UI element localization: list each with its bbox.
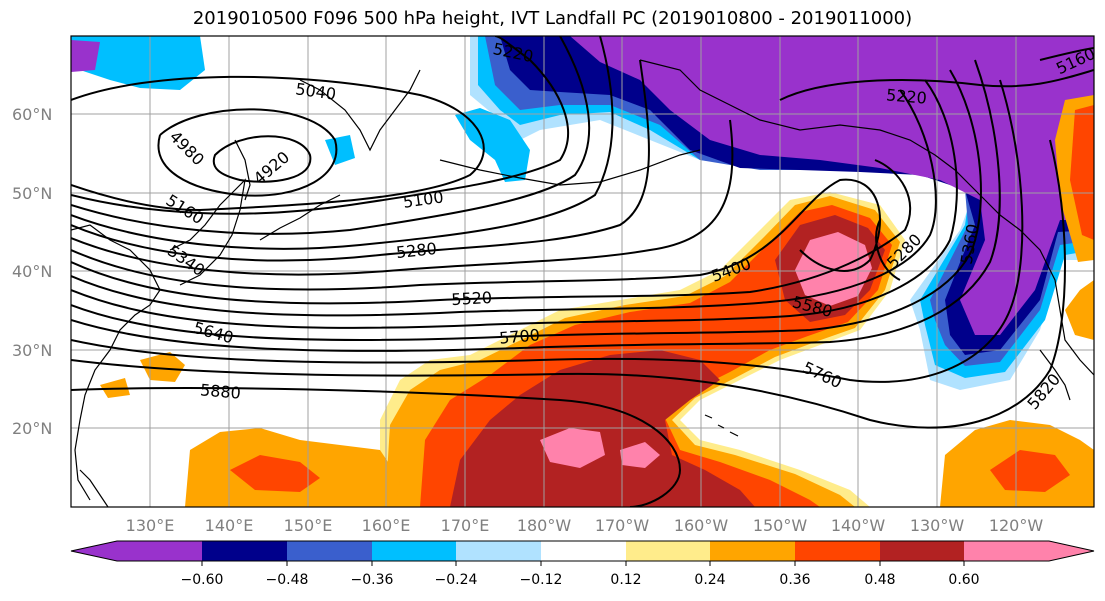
contour-5040	[71, 75, 485, 212]
contour-5640	[71, 69, 982, 342]
pos-extreme-south-region-2	[620, 442, 660, 468]
pos-e-coast-region	[1065, 280, 1094, 340]
coast-alaska	[639, 59, 986, 201]
contour-5340	[71, 119, 734, 276]
contour-5580	[71, 79, 958, 329]
contour-5520	[71, 89, 937, 317]
pos-ne-strong	[1070, 105, 1094, 240]
contour-label: 5880	[199, 380, 241, 402]
lon-label: 160°W	[674, 516, 729, 535]
colorbar-segment	[541, 541, 626, 561]
colorbar-segment	[117, 541, 202, 561]
contour-5760	[71, 79, 1024, 383]
lon-label: 130°E	[126, 516, 175, 535]
neg-kamchatka-blob	[325, 135, 355, 165]
lon-label: 130°W	[910, 516, 965, 535]
colorbar-segment	[880, 541, 964, 561]
colorbar-segment	[964, 541, 1049, 561]
map-frame	[70, 35, 1095, 508]
contour-5220	[71, 36, 614, 250]
colorbar-tick-label: 0.60	[948, 572, 979, 588]
contour-label: 5700	[498, 325, 540, 347]
longitude-labels: 130°E 140°E 150°E 160°E 170°E 180°W 170°…	[126, 516, 1044, 535]
lon-label: 120°W	[989, 516, 1044, 535]
contour-label: 5220	[885, 85, 927, 107]
contour-5280-east	[875, 219, 901, 281]
colorbar-tick-label: −0.24	[435, 572, 478, 588]
colorbar-segment	[626, 541, 710, 561]
coast-kamchatka	[299, 69, 421, 152]
colorbar-tick-label: −0.12	[520, 572, 563, 588]
coast-westna	[984, 199, 1094, 376]
height-contours	[71, 36, 1094, 507]
lon-label: 160°E	[362, 516, 411, 535]
pos-extreme-south-region	[540, 428, 605, 468]
colorbar-tick-label: −0.48	[266, 572, 309, 588]
colorbar-segment	[372, 541, 456, 561]
coast-sakhalin	[234, 139, 251, 201]
contour-label: 5520	[451, 288, 493, 309]
contour-4980	[157, 108, 338, 197]
coast-philippines	[79, 469, 109, 507]
lat-label: 30°N	[12, 341, 52, 360]
pos-west-moderate	[230, 455, 320, 492]
latitude-labels: 60°N 50°N 40°N 30°N 20°N	[12, 105, 52, 438]
contour-5400	[71, 178, 881, 291]
lat-label: 20°N	[12, 419, 52, 438]
contour-5460	[71, 159, 912, 305]
contour-5820	[71, 139, 1066, 429]
colorbar-tick-label: 0.24	[694, 572, 725, 588]
colorbar-segment	[202, 541, 287, 561]
colorbar: −0.60 −0.48 −0.36 −0.24 −0.12 0.12 0.24 …	[70, 540, 1095, 588]
lat-label: 40°N	[12, 262, 52, 281]
lon-label: 170°E	[441, 516, 490, 535]
neg-westpac-blob	[71, 36, 205, 90]
colorbar-left-extend	[71, 541, 117, 561]
lat-label: 50°N	[12, 184, 52, 203]
coast-asia	[71, 224, 161, 501]
contour-5700	[71, 59, 1001, 352]
colorbar-segment	[287, 541, 372, 561]
pos-west-small	[140, 352, 185, 382]
coast-hawaii	[704, 414, 739, 437]
map-area: 5220 5040 4980 4920 5100 5160 5280 5340 …	[71, 36, 1094, 507]
colorbar-tick-label: 0.48	[864, 572, 895, 588]
colorbar-segment	[710, 541, 795, 561]
coast-baja	[1039, 349, 1071, 401]
lon-label: 140°W	[831, 516, 886, 535]
coastlines	[71, 59, 1094, 507]
colorbar-segment	[795, 541, 880, 561]
colorbar-right-extend	[1049, 541, 1094, 561]
lon-label: 140°E	[205, 516, 254, 535]
neg-kuril-blob	[455, 108, 530, 182]
contour-5160-east	[1039, 47, 1094, 61]
colorbar-tick-label: 0.12	[610, 572, 641, 588]
colorbar-tick-label: 0.36	[779, 572, 810, 588]
colorbar-segment	[456, 541, 541, 561]
colorbar-outline	[70, 540, 1095, 562]
contour-4920	[212, 135, 312, 183]
contour-5100	[71, 36, 569, 215]
contour-5280	[71, 59, 650, 262]
neg-westpac-core	[71, 40, 100, 72]
pos-se-strong	[990, 450, 1070, 492]
contour-5220-east	[779, 69, 1094, 101]
lon-label: 150°E	[284, 516, 333, 535]
lon-label: 150°W	[753, 516, 808, 535]
colorbar-tick-label: −0.60	[181, 572, 224, 588]
figure-title: 2019010500 F096 500 hPa height, IVT Land…	[192, 8, 913, 29]
coast-aleutians	[439, 149, 701, 186]
contour-5160	[71, 36, 591, 235]
contour-5880	[71, 387, 682, 507]
contour-label: 5280	[395, 239, 437, 262]
lon-label: 170°W	[595, 516, 650, 535]
lat-label: 60°N	[12, 105, 52, 124]
lon-label: 180°W	[517, 516, 572, 535]
colorbar-tick-label: −0.36	[351, 572, 394, 588]
